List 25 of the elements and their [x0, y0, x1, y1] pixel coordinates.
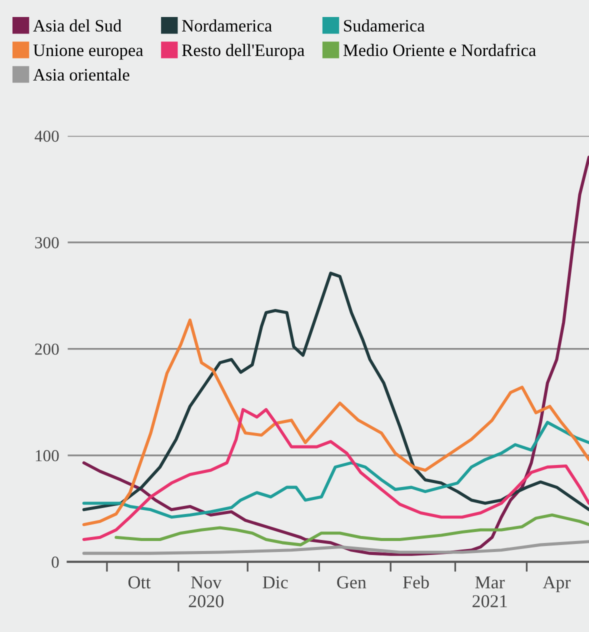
y-tick-label: 300: [35, 237, 59, 248]
y-tick-label: 200: [35, 344, 59, 355]
x-tick-label: Feb: [402, 576, 429, 588]
line-series: [82, 420, 589, 519]
legend-label: Unione europea: [33, 44, 144, 60]
line-series: [82, 272, 589, 512]
legend-label: Asia del Sud: [33, 19, 122, 32]
line-series: [114, 513, 589, 546]
legend-label: Sudamerica: [344, 19, 425, 32]
x-tick-label: Nov 2020: [188, 576, 224, 608]
y-tick-label: 400: [34, 130, 59, 142]
legend-label: Resto dell'Europa: [182, 44, 304, 60]
legend-label: Medio Oriente e Nordafrica: [343, 44, 536, 56]
line-series: [82, 408, 589, 542]
x-tick-label: Gen: [337, 576, 366, 588]
legend-label: Asia orientale: [33, 68, 130, 81]
x-tick-label: Mar 2021: [472, 576, 507, 608]
y-tick-label: 100: [36, 450, 59, 462]
x-tick-label: Dic: [262, 576, 288, 588]
y-tick-label: 0: [52, 556, 59, 568]
x-tick-label: Ott: [128, 576, 151, 588]
line-series: [82, 540, 589, 555]
x-tick-label: Apr: [542, 576, 571, 592]
legend-label: Nordamerica: [182, 19, 272, 32]
line-series: [82, 318, 589, 526]
